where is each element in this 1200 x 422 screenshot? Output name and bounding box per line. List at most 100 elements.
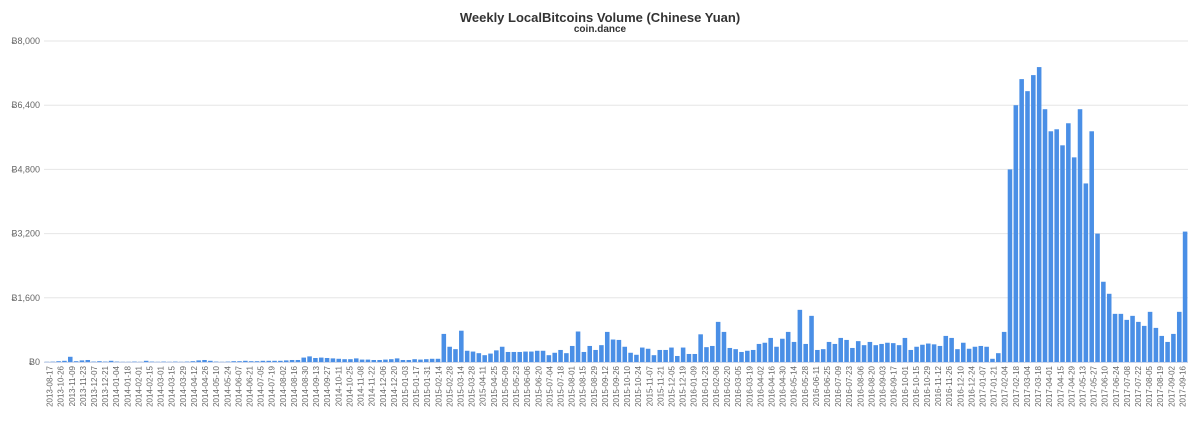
- x-tick-label: 2016-07-09: [834, 365, 843, 406]
- x-tick-label: 2017-09-16: [1178, 365, 1187, 406]
- bar: [797, 309, 803, 362]
- x-tick-label: 2016-07-23: [845, 365, 854, 406]
- bar: [984, 346, 989, 362]
- bar: [768, 337, 773, 362]
- x-tick-label: 2016-11-12: [934, 365, 943, 406]
- bar: [79, 360, 85, 362]
- x-tick-label: 2017-01-21: [990, 365, 999, 406]
- x-tick-label: 2016-02-20: [723, 365, 732, 406]
- x-tick-label: 2014-08-16: [290, 365, 299, 406]
- x-tick-label: 2014-07-05: [257, 365, 266, 406]
- x-tick-label: 2015-01-03: [401, 365, 410, 406]
- bar: [307, 356, 312, 362]
- bar: [301, 357, 307, 362]
- bar: [966, 348, 972, 362]
- x-tick-label: 2015-09-12: [601, 365, 610, 406]
- x-tick-label: 2015-08-29: [590, 365, 599, 406]
- bar: [657, 349, 663, 362]
- bar: [1171, 333, 1176, 362]
- bar: [774, 346, 779, 362]
- bar: [955, 349, 960, 362]
- bar: [342, 359, 347, 362]
- x-tick-label: 2013-12-07: [90, 365, 99, 406]
- x-tick-label: 2017-06-10: [1101, 365, 1110, 406]
- x-tick-label: 2015-08-01: [568, 365, 577, 406]
- bar: [937, 345, 943, 362]
- x-tick-label: 2013-10-26: [57, 365, 66, 406]
- bar: [447, 346, 452, 362]
- x-tick-label: 2017-07-08: [1123, 365, 1132, 406]
- bar: [1153, 327, 1159, 362]
- bar: [97, 361, 102, 362]
- x-tick-label: 2015-01-17: [412, 365, 421, 406]
- bar: [604, 331, 610, 362]
- bar: [832, 343, 838, 362]
- bar: [208, 360, 213, 362]
- bar: [517, 351, 522, 362]
- bar: [418, 359, 423, 362]
- bar: [389, 359, 394, 362]
- bar: [838, 337, 843, 362]
- bar: [961, 342, 966, 362]
- bar: [231, 361, 236, 362]
- bar: [67, 356, 73, 362]
- bar: [330, 358, 336, 362]
- bar: [359, 359, 365, 362]
- bar: [990, 358, 995, 362]
- x-tick-label: 2015-12-19: [679, 365, 688, 406]
- bar: [1013, 105, 1019, 362]
- bar: [739, 351, 744, 362]
- x-tick-label: 2015-01-31: [423, 365, 432, 406]
- bar: [996, 353, 1001, 362]
- bar: [336, 358, 342, 362]
- bar: [62, 360, 67, 362]
- bar: [809, 315, 814, 362]
- bar: [470, 351, 476, 362]
- y-tick-label: Ƀ8,000: [11, 36, 40, 46]
- x-tick-label: 2014-01-04: [112, 365, 121, 406]
- bar: [1066, 123, 1071, 362]
- bar: [780, 338, 785, 362]
- bar: [1048, 131, 1054, 362]
- bar: [890, 343, 896, 362]
- x-tick-label: 2016-04-16: [767, 365, 776, 406]
- bar: [371, 359, 377, 362]
- x-tick-label: 2015-04-25: [490, 365, 499, 406]
- bar: [622, 346, 628, 362]
- bar: [733, 349, 738, 362]
- bar: [85, 359, 91, 362]
- x-tick-label: 2013-11-23: [79, 365, 88, 406]
- bar: [441, 333, 447, 362]
- bar: [324, 357, 330, 362]
- bar: [476, 353, 482, 362]
- chart-subtitle: coin.dance: [573, 24, 627, 35]
- x-tick-label: 2016-11-26: [945, 365, 954, 406]
- x-tick-label: 2016-10-15: [912, 365, 921, 406]
- x-tick-label: 2016-02-06: [712, 365, 721, 406]
- bar: [272, 360, 277, 362]
- bar: [978, 345, 984, 362]
- bar: [1136, 321, 1141, 362]
- bar: [1083, 183, 1089, 362]
- bar: [552, 352, 557, 362]
- bar: [593, 349, 598, 362]
- bar: [406, 359, 412, 362]
- x-tick-label: 2016-04-30: [779, 365, 788, 406]
- x-tick-label: 2014-03-29: [179, 365, 188, 406]
- x-tick-label: 2014-10-11: [334, 365, 343, 406]
- x-tick-label: 2015-11-21: [656, 365, 665, 406]
- bar: [925, 343, 931, 362]
- bar: [540, 350, 546, 362]
- x-tick-label: 2014-02-15: [146, 365, 155, 406]
- x-tick-label: 2014-11-08: [357, 365, 366, 406]
- bar: [190, 361, 196, 362]
- bar: [453, 349, 458, 362]
- bar: [569, 345, 575, 362]
- x-tick-label: 2017-08-05: [1145, 365, 1154, 406]
- y-tick-label: Ƀ1,600: [11, 293, 40, 303]
- x-tick-label: 2016-03-19: [745, 365, 754, 406]
- x-tick-label: 2015-07-18: [556, 365, 565, 406]
- bar: [943, 335, 949, 362]
- y-tick-label: Ƀ3,200: [11, 229, 40, 239]
